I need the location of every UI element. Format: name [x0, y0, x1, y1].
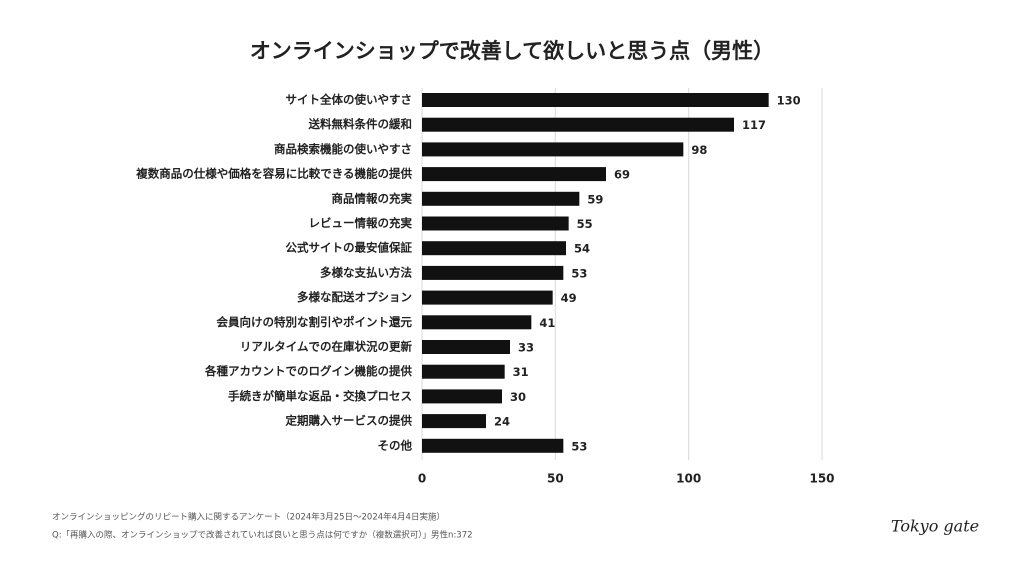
bar — [422, 315, 532, 330]
bar — [422, 414, 486, 429]
y-tick-label: 商品検索機能の使いやすさ — [274, 142, 412, 156]
y-tick-label: 定期購入サービスの提供 — [286, 414, 413, 428]
value-label: 49 — [561, 291, 577, 305]
chart-title: オンラインショップで改善して欲しいと思う点（男性） — [250, 39, 774, 63]
value-label: 30 — [510, 390, 526, 404]
bar — [422, 216, 569, 231]
x-tick-label: 100 — [676, 472, 701, 486]
y-tick-label: 公式サイトの最安値保証 — [286, 241, 413, 255]
y-tick-label: リアルタイムでの在庫状況の更新 — [240, 340, 413, 354]
value-label: 117 — [742, 118, 766, 132]
y-tick-label: 会員向けの特別な割引やポイント還元 — [216, 315, 413, 329]
value-label: 130 — [777, 94, 801, 108]
bar — [422, 389, 502, 404]
x-tick-label: 0 — [418, 472, 426, 486]
y-tick-label: 商品情報の充実 — [332, 191, 413, 205]
value-label: 98 — [691, 143, 707, 157]
value-label: 55 — [577, 217, 593, 231]
bar — [422, 340, 510, 354]
y-tick-label: その他 — [378, 438, 413, 452]
bar — [422, 191, 580, 206]
y-tick-label: 多様な配送オプション — [297, 290, 412, 304]
x-tick-label: 150 — [809, 472, 834, 486]
value-label: 41 — [539, 316, 555, 330]
value-label: 59 — [587, 192, 603, 206]
y-tick-label: 各種アカウントでのログイン機能の提供 — [204, 364, 412, 378]
bar — [422, 265, 564, 280]
bar — [422, 167, 606, 182]
y-tick-label: 送料無料条件の緩和 — [308, 117, 413, 131]
bar — [422, 364, 505, 379]
value-label: 53 — [571, 439, 587, 453]
y-tick-label: 手続きが簡単な返品・交換プロセス — [228, 389, 412, 403]
footnote: オンラインショッピングのリピート購入に関するアンケート（2024年3月25日〜2… — [52, 512, 445, 523]
value-label: 69 — [614, 168, 630, 182]
y-tick-label: レビュー情報の充実 — [309, 216, 413, 230]
value-label: 53 — [571, 266, 587, 280]
x-tick-label: 50 — [547, 472, 564, 486]
y-tick-label: サイト全体の使いやすさ — [286, 93, 413, 107]
logo: Tokyo gate — [891, 517, 979, 536]
bar — [422, 241, 566, 256]
footnote: Q:「再購入の際、オンラインショップで改善されていれば良いと思う点は何ですか（複… — [52, 530, 473, 541]
bar — [422, 117, 734, 132]
value-label: 24 — [494, 415, 510, 429]
bar — [422, 290, 553, 305]
bar — [422, 93, 769, 107]
bar — [422, 142, 684, 157]
y-tick-label: 複数商品の仕様や価格を容易に比較できる機能の提供 — [135, 167, 412, 181]
value-label: 33 — [518, 341, 534, 355]
y-tick-label: 多様な支払い方法 — [320, 265, 412, 279]
value-label: 31 — [513, 365, 529, 379]
value-label: 54 — [574, 242, 590, 256]
bar — [422, 438, 564, 453]
